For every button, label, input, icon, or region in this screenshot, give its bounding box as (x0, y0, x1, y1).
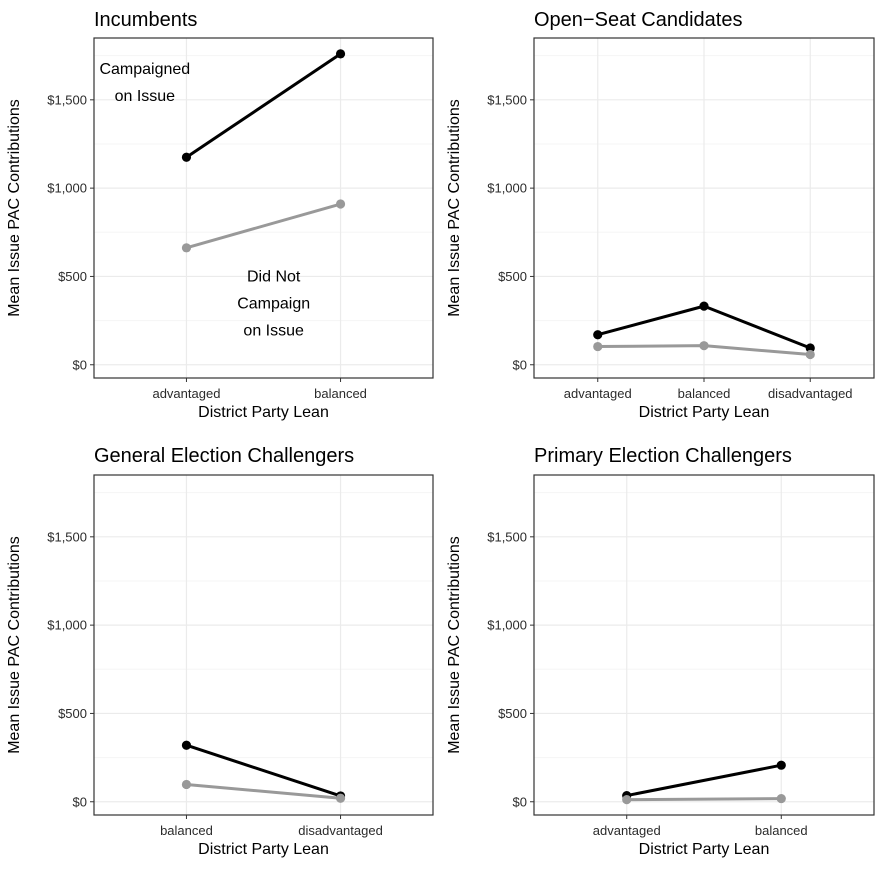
data-point-not-campaigned (776, 793, 786, 804)
data-point-campaigned (181, 740, 192, 750)
panel-border (533, 37, 875, 379)
x-tick-label: balanced (160, 823, 213, 838)
y-tick-label: $1,500 (47, 529, 87, 544)
panel-border (93, 474, 434, 816)
panel-border (93, 37, 434, 379)
data-point-not-campaigned (622, 795, 632, 805)
panel-border (533, 474, 875, 816)
series-line-campaigned (185, 743, 342, 798)
data-point-not-campaigned (181, 779, 192, 790)
y-tick-label: $1,000 (487, 618, 527, 633)
y-tick-label: $1,000 (47, 618, 87, 633)
x-tick-label: advantaged (564, 386, 632, 401)
y-tick-label: $0 (513, 794, 527, 809)
data-point-not-campaigned (335, 199, 346, 209)
y-tick-label: $500 (58, 706, 87, 721)
series-line-not-campaigned (186, 202, 341, 250)
panel-3: $0 $500 $1,000 $1,500 balanced disadvantaged G… (6, 445, 434, 858)
panel-title: Primary Election Challengers (534, 445, 792, 467)
x-tick-label: disadvantaged (298, 823, 383, 838)
y-axis-title: Mean Issue PAC Contributions (6, 99, 23, 317)
panel-2: $0 $500 $1,000 $1,500 advantaged balanced disa… (446, 9, 875, 421)
y-tick-label: $1,500 (487, 529, 527, 544)
data-point-campaigned (593, 330, 603, 340)
y-axis-title: Mean Issue PAC Contributions (6, 536, 23, 754)
annotation-label: Campaigned (99, 61, 190, 78)
annotation-label: Did Not (247, 269, 301, 286)
data-point-not-campaigned (699, 341, 709, 351)
y-axis-title: Mean Issue PAC Contributions (446, 536, 463, 754)
panel-title: General Election Challengers (94, 445, 354, 467)
x-tick-label: balanced (314, 386, 367, 401)
y-tick-label: $500 (58, 269, 87, 284)
y-tick-label: $1,500 (47, 92, 87, 107)
y-tick-label: $1,000 (47, 181, 87, 196)
x-tick-label: disadvantaged (768, 386, 853, 401)
y-tick-label: $500 (498, 706, 527, 721)
x-tick-label: balanced (678, 386, 731, 401)
y-tick-label: $0 (73, 794, 87, 809)
data-point-campaigned (181, 152, 192, 162)
y-tick-label: $500 (498, 269, 527, 284)
series-line-campaigned (626, 763, 782, 798)
series-line-not-campaigned (626, 797, 782, 802)
annotation-label: on Issue (243, 323, 304, 340)
annotation-label: Campaign (237, 296, 310, 313)
data-point-campaigned (805, 343, 815, 353)
panel-1: $0 $500 $1,000 $1,500 advantaged balanced Camp… (6, 9, 434, 421)
y-axis-title: Mean Issue PAC Contributions (446, 99, 463, 317)
data-point-not-campaigned (593, 341, 603, 352)
panel-title: Open−Seat Candidates (534, 9, 743, 31)
x-tick-label: advantaged (593, 823, 661, 838)
x-axis-title: District Party Lean (198, 404, 329, 421)
x-axis-title: District Party Lean (639, 404, 770, 421)
y-tick-label: $0 (513, 357, 527, 372)
y-tick-label: $1,500 (487, 92, 527, 107)
x-axis-title: District Party Lean (639, 841, 770, 858)
data-point-not-campaigned (181, 243, 192, 253)
x-tick-label: advantaged (152, 386, 220, 401)
data-point-not-campaigned (805, 349, 815, 360)
data-point-not-campaigned (335, 793, 346, 803)
x-tick-label: balanced (755, 823, 808, 838)
series-line-not-campaigned (186, 782, 341, 800)
data-point-campaigned (699, 301, 709, 311)
series-line-campaigned (185, 52, 342, 159)
panel-title: Incumbents (94, 9, 197, 31)
y-tick-label: $0 (73, 357, 87, 372)
annotation-label: on Issue (115, 88, 176, 105)
y-tick-label: $1,000 (487, 181, 527, 196)
data-point-campaigned (335, 49, 346, 59)
data-point-campaigned (776, 760, 786, 770)
x-axis-title: District Party Lean (198, 841, 329, 858)
panel-4: $0 $500 $1,000 $1,500 advantaged balanced Prim… (446, 445, 875, 858)
